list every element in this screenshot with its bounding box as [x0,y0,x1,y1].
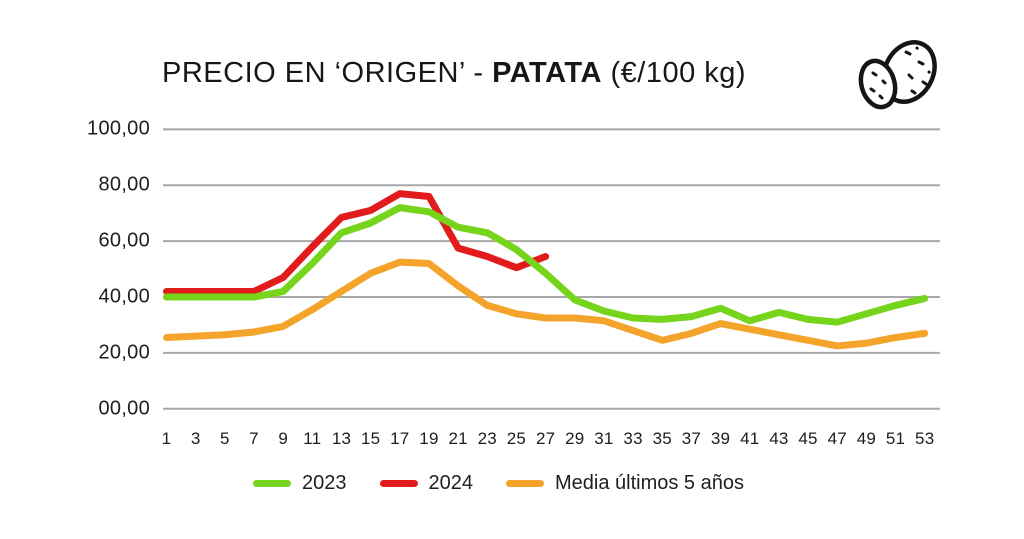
x-tick-label: 15 [360,429,381,448]
y-tick-label: 80,00 [98,173,150,196]
legend-swatch [253,480,291,487]
y-tick-label: 40,00 [98,285,150,308]
legend-label: 2023 [302,472,347,494]
x-tick-label: 1 [161,429,172,448]
x-tick-label: 37 [681,429,702,448]
page-title: PRECIO EN ‘ORIGEN’ - PATATA (€/100 kg) [162,57,746,89]
legend-item-media-últimos-5-años: Media últimos 5 años [506,472,744,495]
x-tick-label: 25 [506,429,527,448]
x-tick-label: 45 [798,429,818,448]
x-tick-label: 5 [219,429,230,448]
legend-item-2023: 2023 [253,472,347,495]
x-tick-label: 31 [594,429,614,448]
x-tick-label: 51 [885,429,906,448]
x-tick-label: 43 [769,429,789,448]
x-tick-label: 41 [740,429,760,448]
x-tick-label: 13 [331,429,352,448]
legend-label: Media últimos 5 años [555,472,744,494]
x-tick-label: 11 [303,429,322,448]
x-tick-label: 35 [652,429,672,448]
x-tick-label: 49 [856,429,877,448]
series-line-media-últimos-5-años [163,258,929,350]
series-line-2023 [163,204,929,326]
x-tick-label: 23 [477,429,497,448]
series-lines [163,190,929,350]
title-unit: (€/100 kg) [601,57,747,89]
x-tick-label: 3 [190,429,201,448]
chart-legend: 2023 2024 Media últimos 5 años [253,472,744,495]
potato-icon [858,40,937,110]
x-tick-label: 29 [565,429,585,448]
legend-item-2024: 2024 [379,472,474,495]
y-tick-label: 00,00 [98,397,150,420]
x-tick-label: 9 [278,429,288,448]
legend-swatch [506,480,544,487]
x-tick-label: 27 [535,429,556,448]
x-tick-label: 47 [827,429,847,448]
x-tick-label: 53 [915,429,935,448]
x-tick-label: 39 [710,429,731,448]
y-tick-label: 100,00 [87,117,150,140]
legend-swatch [379,480,418,487]
x-tick-label: 7 [249,429,259,448]
y-tick-label: 20,00 [98,341,150,364]
y-tick-label: 60,00 [98,229,150,252]
title-prefix: PRECIO EN ‘ORIGEN’ - [162,57,493,89]
gridlines [163,128,940,410]
x-tick-label: 17 [390,429,410,448]
x-tick-label: 33 [623,429,643,448]
x-tick-label: 21 [448,429,468,448]
x-tick-label: 19 [419,429,439,448]
series-line-2024 [163,190,550,295]
legend-label: 2024 [428,472,474,494]
title-product: PATATA [492,57,602,89]
